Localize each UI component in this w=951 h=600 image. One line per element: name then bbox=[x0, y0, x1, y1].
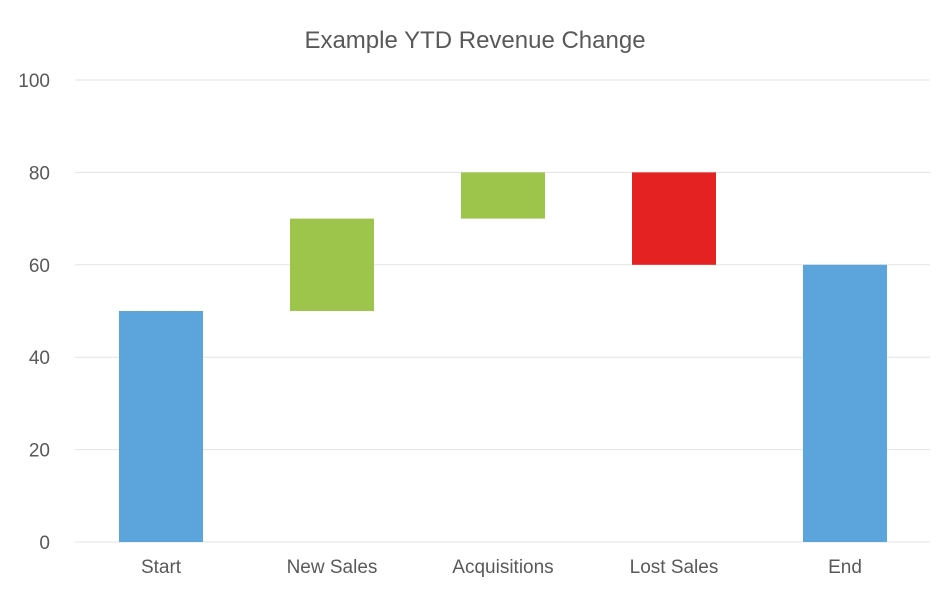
gridlines bbox=[75, 79, 930, 543]
x-category-label: Acquisitions bbox=[452, 557, 553, 578]
x-axis-labels: Start New Sales Acquisitions Lost Sales End bbox=[141, 557, 862, 578]
y-axis-ticks: 0 20 40 60 80 100 bbox=[18, 71, 50, 554]
y-tick-label: 100 bbox=[18, 71, 50, 92]
bar-end bbox=[803, 264, 887, 542]
x-category-label: Start bbox=[141, 557, 182, 578]
x-category-label: End bbox=[828, 557, 862, 578]
y-tick-label: 60 bbox=[29, 256, 50, 277]
bar-start bbox=[119, 311, 203, 542]
y-tick-label: 0 bbox=[39, 533, 50, 554]
x-category-label: Lost Sales bbox=[630, 557, 719, 578]
chart-title: Example YTD Revenue Change bbox=[304, 27, 645, 54]
y-tick-label: 20 bbox=[29, 441, 50, 462]
x-category-label: New Sales bbox=[287, 557, 378, 578]
bar-acquisitions bbox=[461, 172, 545, 219]
bars bbox=[119, 172, 887, 542]
y-tick-label: 40 bbox=[29, 348, 50, 369]
y-tick-label: 80 bbox=[29, 163, 50, 184]
bar-lost-sales bbox=[632, 172, 716, 265]
bar-new-sales bbox=[290, 218, 374, 311]
